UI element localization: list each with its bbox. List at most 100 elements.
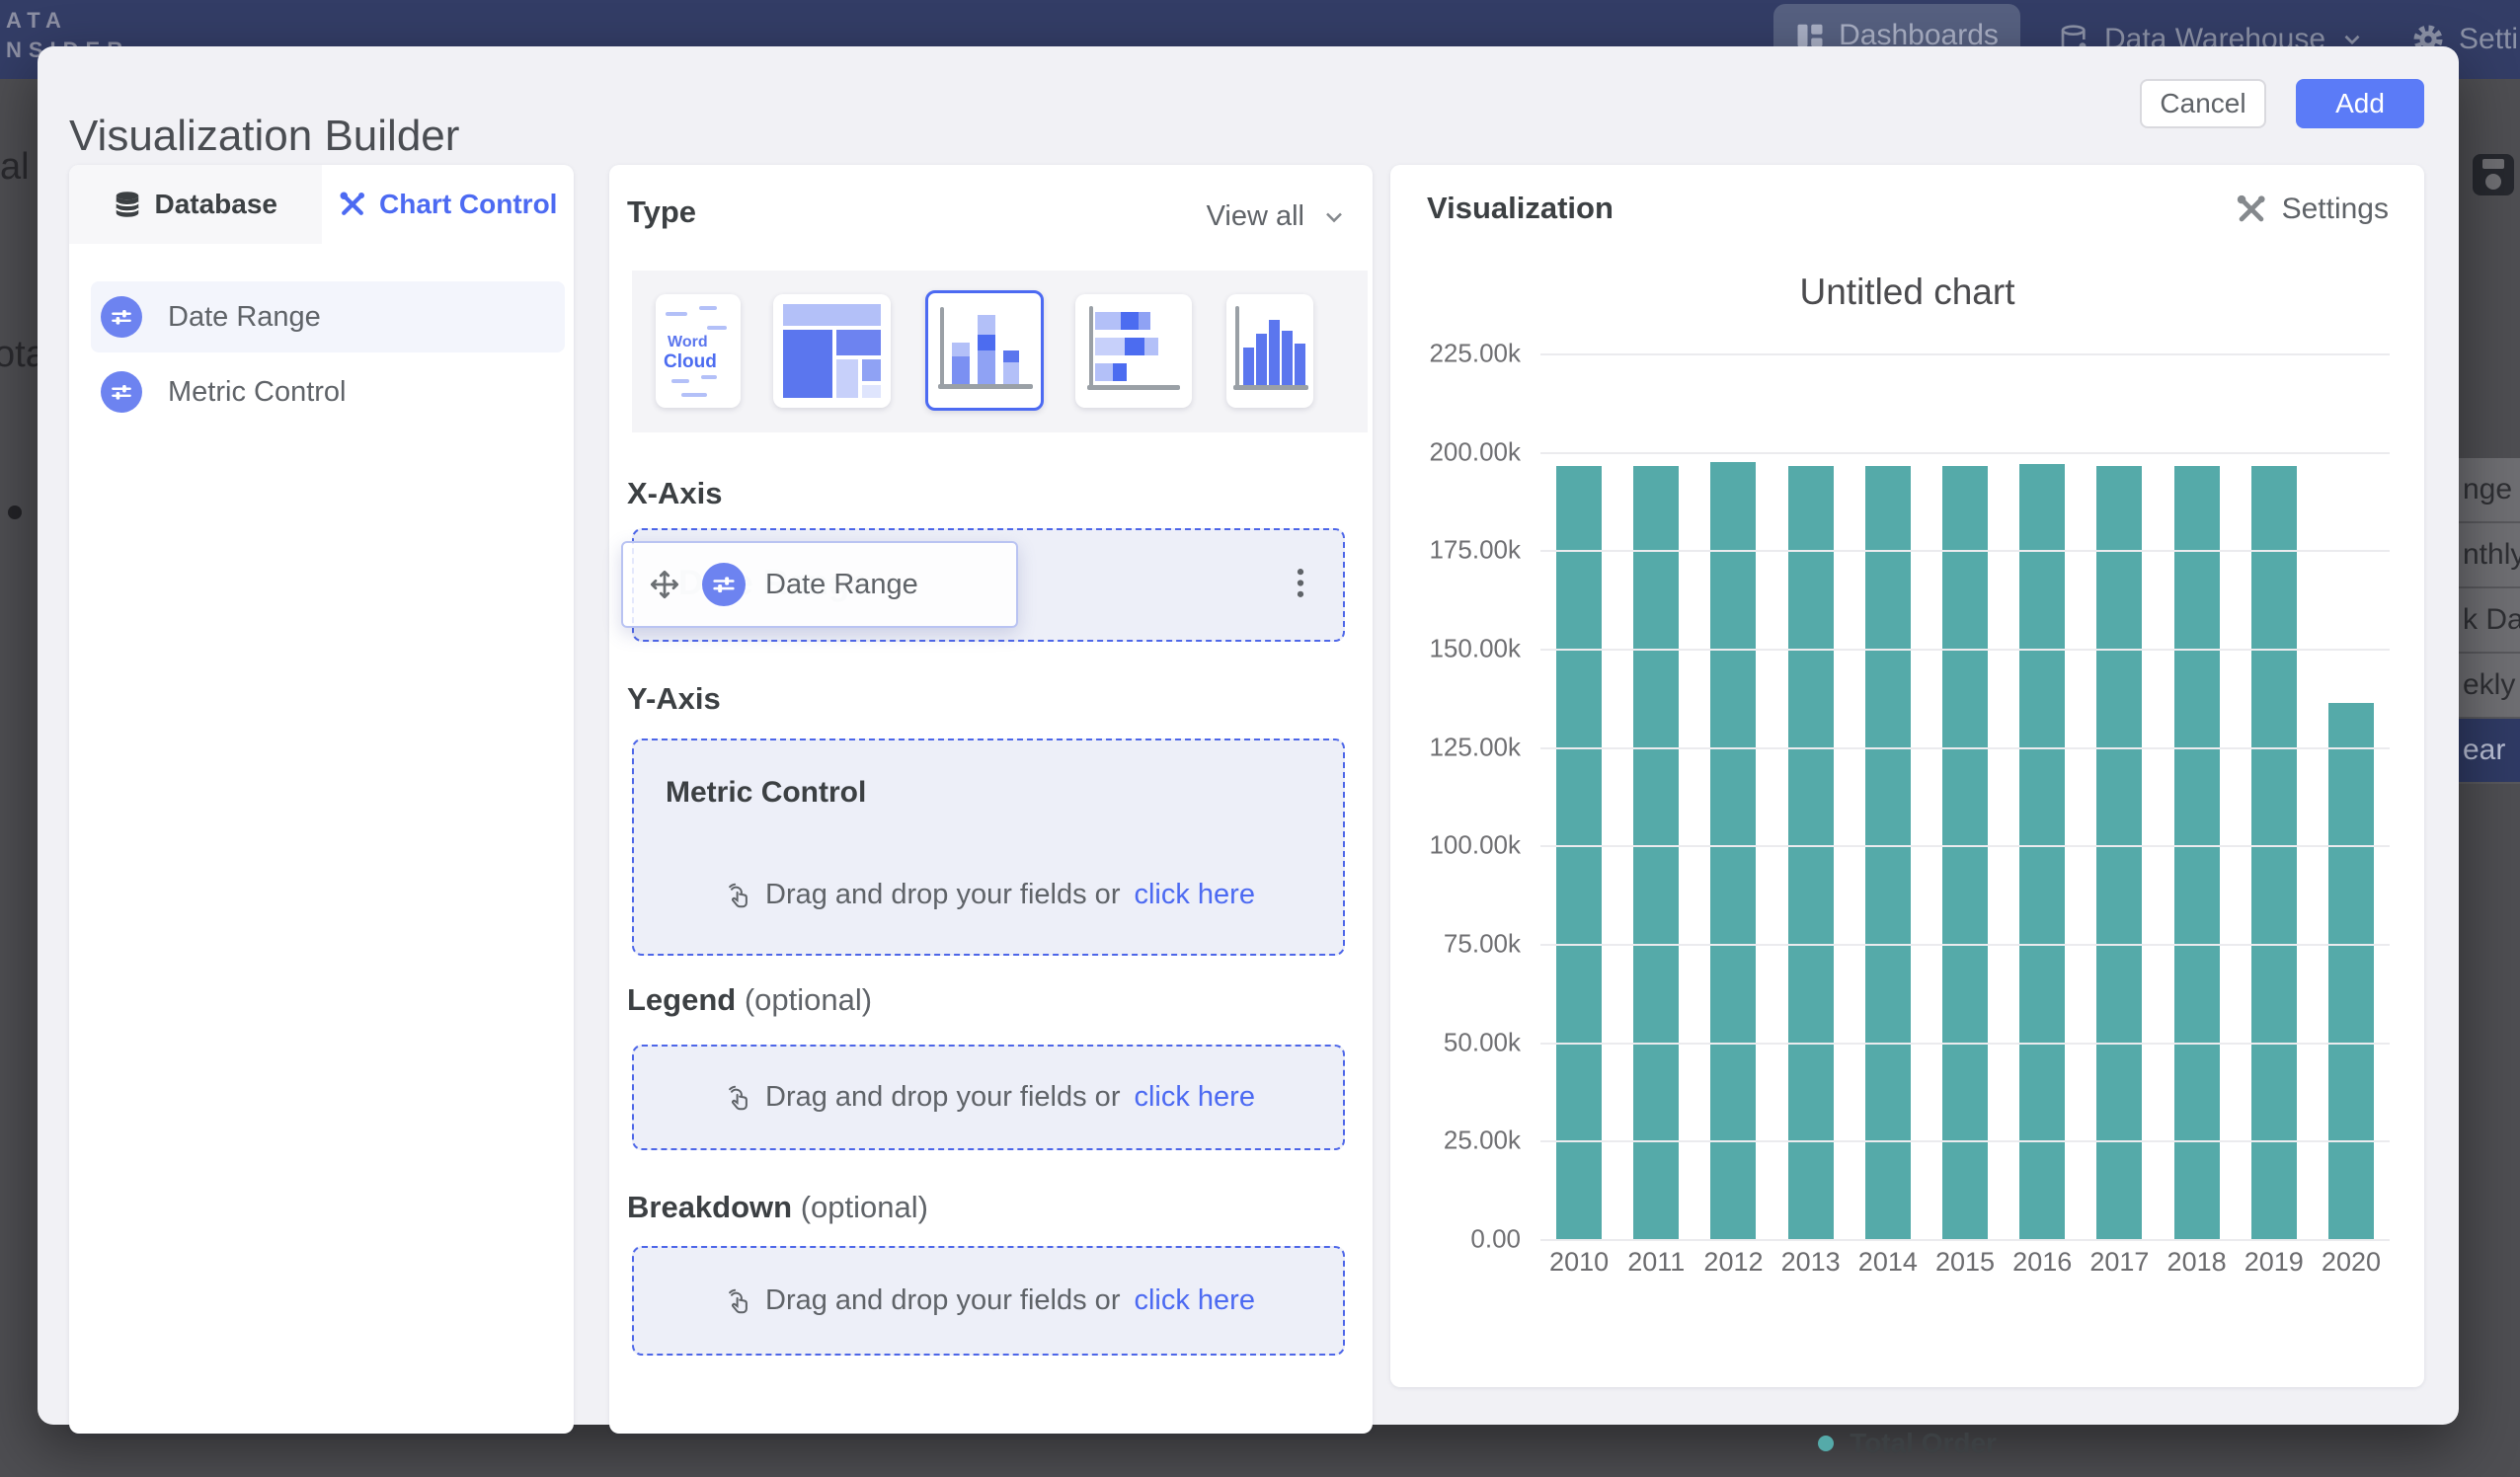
bar-slot: 2018 xyxy=(2159,353,2236,1239)
settings-button[interactable]: Settings xyxy=(2235,193,2389,226)
gridline xyxy=(1540,649,2390,651)
date-range-chip-dragging[interactable]: Date Range xyxy=(621,541,1018,628)
drop-text: Drag and drop your fields or xyxy=(765,1081,1120,1114)
y-axis-dropzone[interactable]: Metric Control Drag and drop your fields… xyxy=(632,738,1345,956)
bar-2014 xyxy=(1865,466,1911,1239)
gridline xyxy=(1540,747,2390,749)
x-axis-tick-label: 2014 xyxy=(1858,1247,1918,1278)
legend-heading: Legend (optional) xyxy=(627,982,872,1018)
add-button[interactable]: Add xyxy=(2296,79,2424,128)
click-here-link[interactable]: click here xyxy=(1134,1284,1255,1317)
sliders-icon xyxy=(101,296,142,338)
tab-label: Database xyxy=(154,189,277,220)
y-axis-tick-label: 175.00k xyxy=(1382,535,1521,566)
background-bullet xyxy=(8,505,22,519)
save-icon[interactable] xyxy=(2473,154,2514,195)
chart-type-word-cloud[interactable]: Word Cloud xyxy=(656,294,741,408)
gridline xyxy=(1540,1239,2390,1241)
x-axis-heading: X-Axis xyxy=(627,476,722,511)
bar-2011 xyxy=(1633,466,1679,1239)
tools-icon xyxy=(338,190,367,219)
x-axis-tick-label: 2015 xyxy=(1935,1247,1995,1278)
bar-slot: 2010 xyxy=(1540,353,1617,1239)
tap-hand-icon xyxy=(722,1286,751,1316)
database-icon xyxy=(113,190,142,219)
gridline xyxy=(1540,845,2390,847)
visualization-heading: Visualization xyxy=(1427,191,1614,226)
x-axis-tick-label: 2017 xyxy=(2089,1247,2149,1278)
chart-type-strip: Word Cloud xyxy=(632,271,1368,432)
x-axis-tick-label: 2010 xyxy=(1549,1247,1609,1278)
view-all-dropdown[interactable]: View all xyxy=(1207,200,1348,233)
chart-type-column[interactable] xyxy=(1226,294,1313,408)
legend-dropzone[interactable]: Drag and drop your fields or click here xyxy=(632,1045,1345,1150)
x-axis-tick-label: 2018 xyxy=(2167,1247,2227,1278)
bar-slot: 2014 xyxy=(1850,353,1927,1239)
bar-2020 xyxy=(2328,703,2374,1239)
x-axis-tick-label: 2011 xyxy=(1627,1247,1685,1278)
bar-2016 xyxy=(2019,464,2065,1239)
y-axis-tick-label: 75.00k xyxy=(1382,928,1521,959)
chart-legend: Total Order xyxy=(1390,1428,2424,1459)
bar-2017 xyxy=(2096,466,2142,1239)
dropdown-option[interactable]: k Date xyxy=(2455,588,2520,654)
y-axis-tick-label: 125.00k xyxy=(1382,732,1521,762)
x-axis-tick-label: 2012 xyxy=(1703,1247,1763,1278)
cancel-button[interactable]: Cancel xyxy=(2140,79,2266,128)
bar-2015 xyxy=(1942,466,1988,1239)
gridline xyxy=(1540,1140,2390,1142)
bar-slot: 2019 xyxy=(2236,353,2313,1239)
field-label: Metric Control xyxy=(168,376,347,409)
tap-hand-icon xyxy=(722,881,751,910)
dropdown-option[interactable]: ekly xyxy=(2455,654,2520,719)
fields-panel: Database Chart Control Date Range Metric… xyxy=(69,165,574,1434)
y-axis-tick-label: 200.00k xyxy=(1382,436,1521,467)
dropzone-label: Metric Control xyxy=(666,776,866,810)
tab-chart-control[interactable]: Chart Control xyxy=(322,165,575,244)
drop-text: Drag and drop your fields or xyxy=(765,879,1120,911)
builder-panel: Type View all Word Cloud xyxy=(609,165,1373,1434)
tab-database[interactable]: Database xyxy=(69,165,322,244)
y-axis-tick-label: 225.00k xyxy=(1382,339,1521,369)
nav-item-label: Settings xyxy=(2459,23,2520,56)
bar-2018 xyxy=(2174,466,2220,1239)
field-item-date-range[interactable]: Date Range xyxy=(91,281,565,352)
tab-label: Chart Control xyxy=(379,189,557,220)
tools-icon xyxy=(2235,193,2268,226)
bar-2019 xyxy=(2251,466,2297,1239)
dropdown-option[interactable]: nthly xyxy=(2455,523,2520,588)
x-axis-tick-label: 2019 xyxy=(2244,1247,2304,1278)
click-here-link[interactable]: click here xyxy=(1134,879,1255,911)
click-here-link[interactable]: click here xyxy=(1134,1081,1255,1114)
background-text-fragment: al xyxy=(0,146,30,189)
gridline xyxy=(1540,353,2390,355)
bar-chart-plot: 2010201120122013201420152016201720182019… xyxy=(1540,353,2390,1239)
sliders-icon xyxy=(702,563,746,606)
gridline xyxy=(1540,550,2390,552)
field-item-metric-control[interactable]: Metric Control xyxy=(91,360,565,424)
chart-type-treemap[interactable] xyxy=(773,294,891,408)
bar-2013 xyxy=(1788,466,1834,1239)
x-axis-tick-label: 2013 xyxy=(1781,1247,1841,1278)
bar-slot: 2013 xyxy=(1772,353,1850,1239)
type-heading: Type xyxy=(627,194,696,230)
chart-type-stacked-bar[interactable] xyxy=(1075,294,1192,408)
breakdown-heading: Breakdown (optional) xyxy=(627,1190,928,1225)
dropdown-option-selected[interactable]: ear xyxy=(2455,719,2520,784)
x-axis-tick-label: 2020 xyxy=(2322,1247,2381,1278)
tap-hand-icon xyxy=(722,1083,751,1113)
gridline xyxy=(1540,452,2390,454)
dropdown-option[interactable]: nge xyxy=(2455,458,2520,523)
chart-type-stacked-column-selected[interactable] xyxy=(925,290,1044,411)
chip-label: Date Range xyxy=(765,569,918,601)
kebab-menu-icon[interactable] xyxy=(1286,566,1315,604)
visualization-panel: Visualization Settings Untitled chart 20… xyxy=(1390,165,2424,1387)
legend-label: Total Order xyxy=(1850,1428,1997,1459)
bar-slot: 2017 xyxy=(2081,353,2158,1239)
modal-title: Visualization Builder xyxy=(69,112,459,161)
breakdown-dropzone[interactable]: Drag and drop your fields or click here xyxy=(632,1246,1345,1356)
bar-slot: 2015 xyxy=(1927,353,2004,1239)
settings-label: Settings xyxy=(2282,193,2389,226)
sliders-icon xyxy=(101,371,142,413)
gridline xyxy=(1540,1043,2390,1045)
